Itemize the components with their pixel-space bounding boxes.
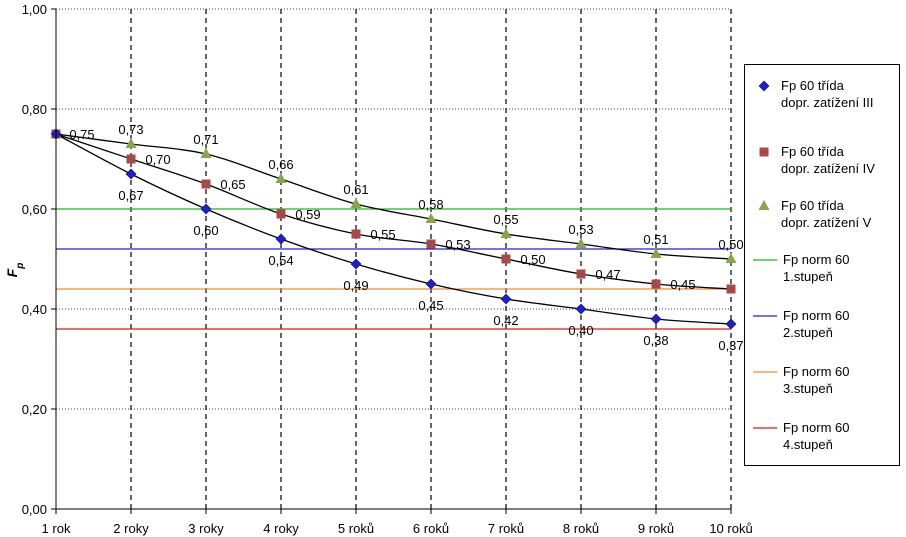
data-label-s1-2: 0,67 xyxy=(118,188,143,203)
legend-symbol-5 xyxy=(753,315,777,317)
data-label-s2-4: 0,59 xyxy=(295,207,320,222)
marker-s2-5 xyxy=(351,229,361,239)
trend-curve-3 xyxy=(55,133,732,260)
marker-s2-7 xyxy=(501,254,511,264)
data-label-s2-5: 0,55 xyxy=(370,227,395,242)
marker-s1-4 xyxy=(275,233,287,245)
marker-s3-7 xyxy=(500,228,512,238)
trend-curves xyxy=(55,133,732,325)
y-tick-label-1: 0,20 xyxy=(22,402,47,417)
marker-s1-8 xyxy=(575,303,587,315)
x-tick-label-2: 3 roky xyxy=(188,521,224,536)
grid xyxy=(56,8,732,509)
marker-s3-6 xyxy=(425,213,437,223)
marker-s3-2 xyxy=(125,138,137,148)
marker-s1-5 xyxy=(350,258,362,270)
data-label-s3-4: 0,66 xyxy=(268,157,293,172)
data-label-s3-3: 0,71 xyxy=(193,132,218,147)
data-label-s3-8: 0,53 xyxy=(568,222,593,237)
legend-symbol-2 xyxy=(759,147,769,157)
legend-label-6: Fp norm 60 3.stupeň xyxy=(783,364,850,396)
legend-symbol-1 xyxy=(758,80,770,92)
trend-curve-1 xyxy=(55,133,732,325)
data-label-s2-9: 0,45 xyxy=(670,277,695,292)
marker-s3-10 xyxy=(725,253,737,263)
marker-s1-2 xyxy=(125,168,137,180)
legend-symbol-4 xyxy=(753,259,777,261)
data-label-s1-1: 0,75 xyxy=(69,127,94,142)
x-tick-label-3: 4 roky xyxy=(263,521,299,536)
y-tick-label-5: 1,00 xyxy=(22,2,47,17)
data-label-s1-4: 0,54 xyxy=(268,253,293,268)
legend-label-4: Fp norm 60 1.stupeň xyxy=(783,252,850,284)
y-tick-label-3: 0,60 xyxy=(22,202,47,217)
marker-s2-10 xyxy=(726,284,736,294)
marker-s2-9 xyxy=(651,279,661,289)
marker-s3-4 xyxy=(275,173,287,183)
data-label-s1-8: 0,40 xyxy=(568,323,593,338)
marker-s3-3 xyxy=(200,148,212,158)
marker-s3-5 xyxy=(350,198,362,208)
data-label-s1-5: 0,49 xyxy=(343,278,368,293)
x-tick-label-1: 2 roky xyxy=(113,521,149,536)
data-label-s1-7: 0,42 xyxy=(493,313,518,328)
marker-s1-9 xyxy=(650,313,662,325)
marker-s1-7 xyxy=(500,293,512,305)
x-tick-label-8: 9 roků xyxy=(638,521,674,536)
legend-label-5: Fp norm 60 2.stupeň xyxy=(783,308,850,340)
legend-symbol-6 xyxy=(753,371,777,373)
marker-s1-6 xyxy=(425,278,437,290)
x-tick-label-4: 5 roků xyxy=(338,521,374,536)
legend-label-7: Fp norm 60 4.stupeň xyxy=(783,420,850,452)
data-label-s1-9: 0,38 xyxy=(643,333,668,348)
axes xyxy=(51,8,732,514)
legend-label-1: Fp 60 třída dopr. zatížení III xyxy=(781,78,874,110)
data-label-s3-9: 0,51 xyxy=(643,232,668,247)
data-labels: 0,75 0,67 0,60 0,54 0,49 0,45 0,42 0,40 0,38 0,37… xyxy=(69,122,770,353)
legend-marker-1 xyxy=(758,80,770,92)
data-label-s3-6: 0,58 xyxy=(418,197,443,212)
data-label-s2-6: 0,53 xyxy=(445,237,470,252)
data-label-s1-10: 0,37 xyxy=(718,338,743,353)
y-axis-label: Fp xyxy=(4,263,26,278)
legend-marker-2 xyxy=(759,147,769,157)
data-label-s2-7: 0,50 xyxy=(520,252,545,267)
x-tick-label-5: 6 roků xyxy=(413,521,449,536)
data-label-s2-2: 0,70 xyxy=(145,152,170,167)
y-tick-label-2: 0,40 xyxy=(22,302,47,317)
data-label-s2-8: 0,47 xyxy=(595,267,620,282)
marker-s2-8 xyxy=(576,269,586,279)
legend-symbol-7 xyxy=(753,427,777,429)
marker-s1-3 xyxy=(200,203,212,215)
data-label-s1-3: 0,60 xyxy=(193,223,218,238)
marker-s2-4 xyxy=(276,209,286,219)
marker-s3-8 xyxy=(575,238,587,248)
data-label-s3-2: 0,73 xyxy=(118,122,143,137)
legend: Fp 60 třída dopr. zatížení III Fp 60 tříd… xyxy=(744,64,900,466)
x-tick-label-7: 8 roků xyxy=(563,521,599,536)
marker-s3-9 xyxy=(650,248,662,258)
legend-marker-3 xyxy=(758,200,770,210)
y-tick-label-4: 0,80 xyxy=(22,102,47,117)
data-label-s3-10: 0,50 xyxy=(718,237,743,252)
data-label-s1-6: 0,45 xyxy=(418,298,443,313)
x-tick-label-0: 1 rok xyxy=(42,521,71,536)
marker-s2-3 xyxy=(201,179,211,189)
trend-curve-2 xyxy=(55,133,732,290)
x-tick-label-9: 10 roků xyxy=(709,521,752,536)
data-label-s3-7: 0,55 xyxy=(493,212,518,227)
data-label-s2-3: 0,65 xyxy=(220,177,245,192)
x-tick-label-6: 7 roků xyxy=(488,521,524,536)
marker-s2-2 xyxy=(126,154,136,164)
marker-s1-10 xyxy=(725,318,737,330)
legend-label-3: Fp 60 třída dopr. zatížení V xyxy=(781,198,872,230)
data-label-s3-5: 0,61 xyxy=(343,182,368,197)
legend-label-2: Fp 60 třída dopr. zatížení IV xyxy=(781,144,875,176)
y-tick-label-0: 0,00 xyxy=(22,502,47,517)
tick-labels: 0,00 0,20 0,40 0,60 0,80 1,00 1 rok 2 roky 3 rok… xyxy=(22,2,753,536)
marker-s2-6 xyxy=(426,239,436,249)
legend-symbol-3 xyxy=(758,200,770,210)
